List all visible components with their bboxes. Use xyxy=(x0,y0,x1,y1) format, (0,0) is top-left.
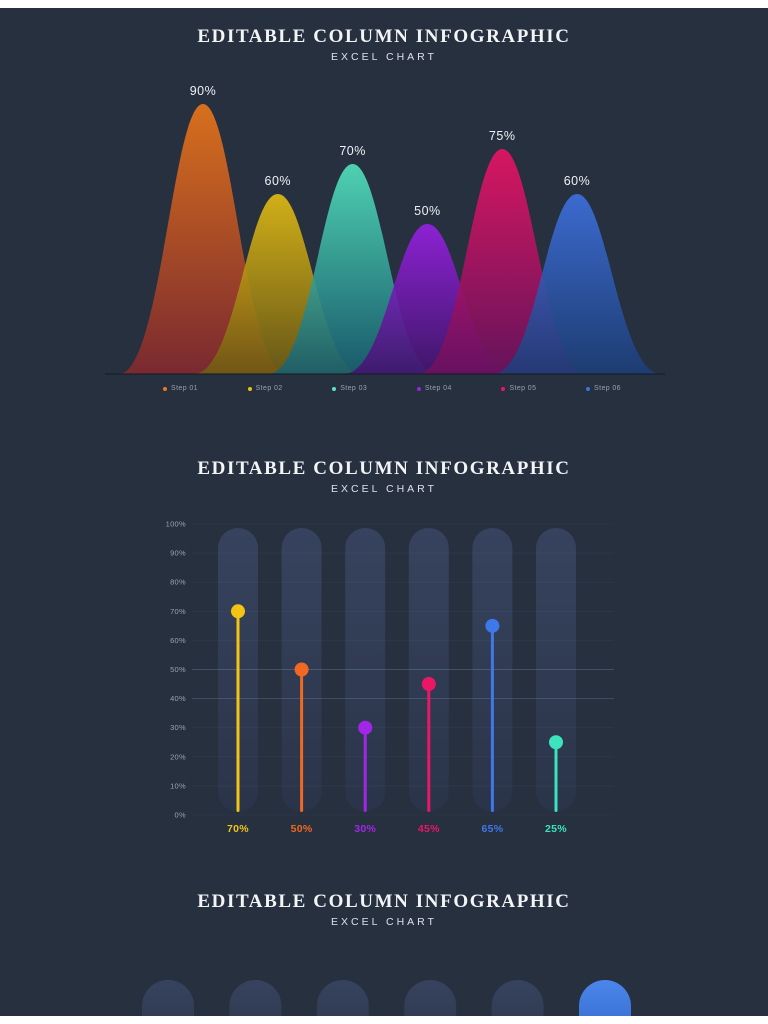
column-track xyxy=(536,528,576,812)
legend-label: Step 06 xyxy=(594,385,621,392)
y-axis-tick: 70% xyxy=(170,607,186,616)
baseline xyxy=(105,373,665,375)
page-margin-top xyxy=(0,0,768,8)
curve-value-label: 50% xyxy=(414,204,441,218)
value-label: 70% xyxy=(227,823,249,835)
legend-label: Step 03 xyxy=(340,385,368,392)
lollipop-head xyxy=(358,720,373,735)
lollipop-stick xyxy=(236,611,240,812)
bell-curve xyxy=(493,194,661,374)
lollipop-section-title: EDITABLE COLUMN INFOGRAPHIC xyxy=(197,458,571,479)
y-axis-tick: 80% xyxy=(170,578,186,587)
lollipop-stick xyxy=(427,684,431,812)
value-label: 45% xyxy=(418,823,440,835)
y-axis-tick: 10% xyxy=(170,781,186,790)
curve-value-label: 90% xyxy=(190,84,217,98)
legend-item: Step 06 xyxy=(586,385,621,392)
y-axis-tick: 100% xyxy=(166,520,186,529)
y-axis-tick: 30% xyxy=(170,723,186,732)
lollipop-head xyxy=(485,618,500,633)
curve-section-subtitle: EXCEL CHART xyxy=(331,51,437,63)
legend-marker-icon xyxy=(332,386,337,391)
lollipop-head xyxy=(231,604,245,619)
lollipop-section-subtitle: EXCEL CHART xyxy=(331,483,437,495)
value-label: 50% xyxy=(291,823,313,835)
y-axis-tick: 90% xyxy=(170,549,186,558)
legend-marker-icon xyxy=(501,386,506,391)
lollipop-head xyxy=(294,662,309,677)
page-margin-bottom xyxy=(0,1016,768,1024)
curve-value-label: 60% xyxy=(265,174,292,188)
y-axis-tick: 50% xyxy=(170,665,186,674)
lollipop-stick xyxy=(300,669,304,812)
legend-label: Step 05 xyxy=(509,385,537,392)
y-axis-tick: 60% xyxy=(170,636,186,645)
column-track xyxy=(345,528,386,812)
lollipop-chart: 100% 90% 80% 70% 60% 50% 40% 30% 20% 10% 0% 70% 50% 3… xyxy=(166,520,614,835)
lollipop-head xyxy=(549,735,563,750)
y-axis-tick: 40% xyxy=(170,694,186,703)
curve-value-label: 75% xyxy=(489,129,516,143)
value-label: 30% xyxy=(354,823,376,835)
legend-marker-icon xyxy=(163,386,167,391)
legend-item: Step 05 xyxy=(501,385,536,392)
legend-item: Step 04 xyxy=(416,385,452,392)
column-track xyxy=(404,980,457,1016)
legend-marker-icon xyxy=(416,386,421,391)
legend-label: Step 01 xyxy=(171,385,198,392)
curve-section-title: EDITABLE COLUMN INFOGRAPHIC xyxy=(197,26,571,47)
lollipop-stick xyxy=(363,727,367,812)
column-track xyxy=(316,980,369,1016)
value-label: 65% xyxy=(481,823,503,835)
bar-chart-partial xyxy=(142,980,631,1016)
curve-value-label: 70% xyxy=(339,144,366,158)
legend-label: Step 04 xyxy=(424,385,452,392)
column-filled xyxy=(579,980,631,1016)
legend-item: Step 02 xyxy=(247,385,283,392)
lollipop-stick xyxy=(554,742,558,812)
legend-marker-icon xyxy=(586,386,591,391)
column-track xyxy=(142,980,194,1016)
column-track xyxy=(408,528,449,812)
column-track xyxy=(229,980,282,1016)
lollipop-head xyxy=(421,677,436,692)
bar-section-title: EDITABLE COLUMN INFOGRAPHIC xyxy=(197,891,571,912)
legend-marker-icon xyxy=(247,386,252,391)
y-axis-tick: 20% xyxy=(170,752,186,761)
column-track xyxy=(491,980,544,1016)
bar-section-subtitle: EXCEL CHART xyxy=(331,916,437,928)
lollipop-stick xyxy=(490,625,494,812)
legend-label: Step 02 xyxy=(255,385,283,392)
curve-value-label: 60% xyxy=(564,174,591,188)
value-label: 25% xyxy=(545,823,567,835)
y-axis-tick: 0% xyxy=(175,811,186,820)
curve-chart-legend: Step 01 Step 02 Step 03 Step 04 Step 05 Step … xyxy=(163,385,621,392)
slide-background xyxy=(0,8,768,1016)
legend-item: Step 01 xyxy=(163,385,198,392)
bell-curve-chart: 90% 60% 70% 50% 75% 60% xyxy=(105,84,665,375)
legend-item: Step 03 xyxy=(332,385,367,392)
